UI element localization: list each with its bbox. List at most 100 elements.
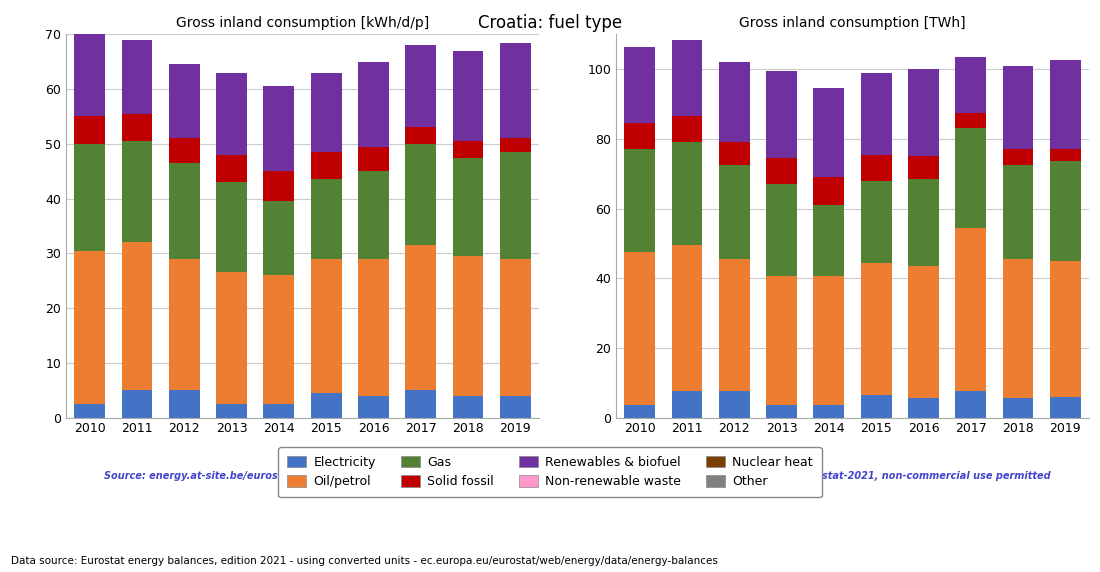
Bar — [122, 114, 152, 141]
Bar — [861, 263, 891, 395]
Bar — [311, 180, 341, 259]
Bar — [122, 243, 152, 390]
Bar — [264, 201, 294, 275]
Bar — [672, 245, 702, 391]
Bar — [672, 142, 702, 245]
Bar — [453, 157, 483, 256]
Bar — [217, 73, 246, 155]
Bar — [719, 165, 749, 259]
Bar — [500, 42, 530, 138]
Bar — [767, 276, 796, 406]
Bar — [814, 88, 844, 177]
Bar — [861, 181, 891, 263]
Bar — [311, 393, 341, 418]
Bar — [672, 39, 702, 116]
Bar — [909, 179, 938, 266]
Bar — [453, 141, 483, 157]
Bar — [311, 259, 341, 393]
Bar — [719, 142, 749, 165]
Bar — [311, 73, 341, 152]
Bar — [122, 40, 152, 114]
Bar — [75, 404, 104, 418]
Bar — [75, 144, 104, 251]
Bar — [453, 396, 483, 418]
Bar — [359, 146, 388, 171]
Bar — [169, 259, 199, 390]
Legend: Electricity, Oil/petrol, Gas, Solid fossil, Renewables & biofuel, Non-renewable : Electricity, Oil/petrol, Gas, Solid foss… — [278, 447, 822, 497]
Bar — [359, 259, 388, 396]
Bar — [406, 390, 436, 418]
Bar — [1003, 259, 1033, 398]
Bar — [1050, 261, 1080, 396]
Bar — [767, 406, 796, 418]
Text: Source: energy.at-site.be/eurostat-2021, non-commercial use permitted: Source: energy.at-site.be/eurostat-2021,… — [654, 471, 1050, 481]
Bar — [264, 404, 294, 418]
Bar — [500, 138, 530, 152]
Bar — [264, 275, 294, 404]
Bar — [122, 141, 152, 243]
Bar — [814, 406, 844, 418]
Bar — [767, 184, 796, 276]
Bar — [956, 113, 986, 128]
Bar — [909, 398, 938, 418]
Bar — [453, 256, 483, 396]
Bar — [625, 123, 654, 149]
Bar — [956, 391, 986, 418]
Bar — [122, 390, 152, 418]
Bar — [500, 259, 530, 396]
Bar — [217, 272, 246, 404]
Bar — [75, 34, 104, 117]
Bar — [169, 65, 199, 138]
Bar — [1003, 66, 1033, 149]
Bar — [814, 276, 844, 406]
Bar — [625, 406, 654, 418]
Bar — [672, 116, 702, 142]
Bar — [359, 171, 388, 259]
Bar — [719, 259, 749, 391]
Bar — [625, 252, 654, 406]
Bar — [169, 138, 199, 163]
Bar — [75, 117, 104, 144]
Bar — [767, 158, 796, 184]
Bar — [217, 182, 246, 272]
Bar — [861, 73, 891, 154]
Bar — [1050, 61, 1080, 149]
Bar — [169, 163, 199, 259]
Bar — [625, 46, 654, 123]
Bar — [956, 57, 986, 113]
Bar — [909, 69, 938, 156]
Bar — [1050, 396, 1080, 418]
Bar — [1003, 165, 1033, 259]
Title: Gross inland consumption [TWh]: Gross inland consumption [TWh] — [739, 17, 966, 30]
Bar — [406, 128, 436, 144]
Bar — [861, 154, 891, 181]
Bar — [500, 396, 530, 418]
Bar — [719, 391, 749, 418]
Bar — [956, 128, 986, 228]
Bar — [500, 152, 530, 259]
Bar — [406, 245, 436, 390]
Bar — [359, 62, 388, 146]
Bar — [264, 86, 294, 171]
Bar — [861, 395, 891, 418]
Bar — [767, 71, 796, 158]
Bar — [1003, 149, 1033, 165]
Bar — [311, 152, 341, 180]
Bar — [719, 62, 749, 142]
Bar — [453, 51, 483, 141]
Text: Source: energy.at-site.be/eurostat-2021, non-commercial use permitted: Source: energy.at-site.be/eurostat-2021,… — [104, 471, 500, 481]
Bar — [406, 144, 436, 245]
Bar — [217, 404, 246, 418]
Bar — [1050, 161, 1080, 261]
Bar — [1003, 398, 1033, 418]
Bar — [909, 266, 938, 398]
Bar — [672, 391, 702, 418]
Bar — [814, 177, 844, 205]
Title: Gross inland consumption [kWh/d/p]: Gross inland consumption [kWh/d/p] — [176, 17, 429, 30]
Bar — [406, 45, 436, 128]
Bar — [625, 149, 654, 252]
Bar — [359, 396, 388, 418]
Bar — [1050, 149, 1080, 161]
Bar — [169, 390, 199, 418]
Bar — [75, 251, 104, 404]
